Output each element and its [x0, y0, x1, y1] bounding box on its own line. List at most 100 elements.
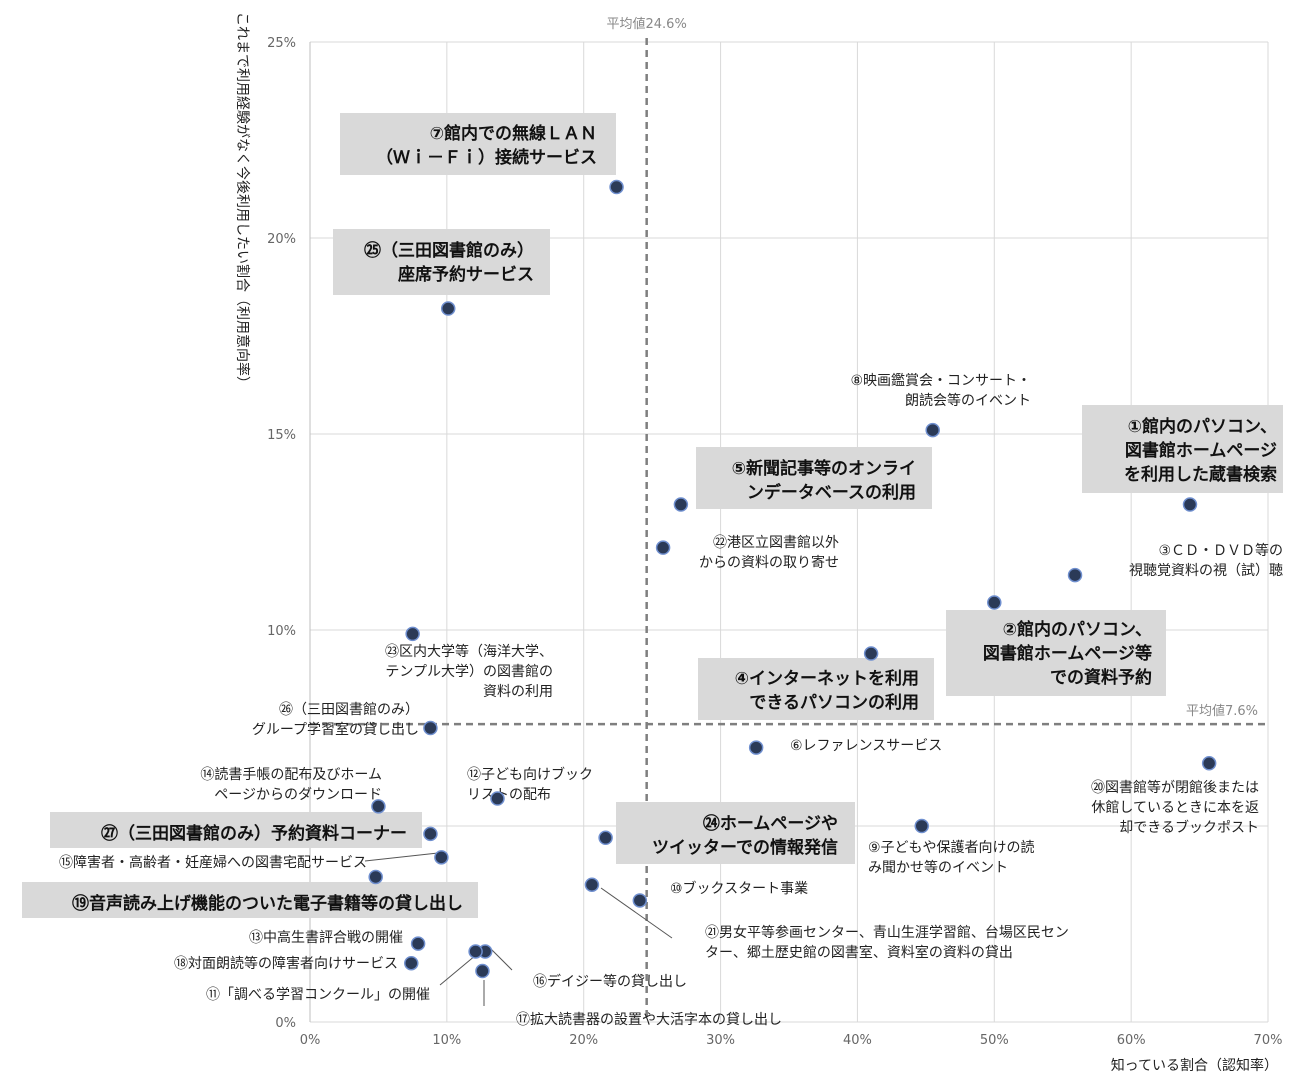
highlight-label-box: [946, 610, 1166, 696]
leader-line: [364, 852, 439, 862]
point-label-line: ⑥レファレンスサービス: [790, 738, 942, 754]
x-tick-label: 0%: [300, 1033, 321, 1048]
data-points: [368, 179, 1217, 979]
highlight-label-box: [22, 882, 478, 918]
data-point: [1201, 756, 1217, 771]
point-label-line: での資料予約: [1050, 667, 1152, 688]
point-label-line: ⑬中高生書評合戦の開催: [249, 929, 403, 946]
leader-lines: [364, 852, 673, 1006]
point-labels: ①館内のパソコン、図書館ホームページを利用した蔵書検索②館内のパソコン、図書館ホ…: [59, 123, 1283, 1028]
leader-line: [600, 887, 673, 939]
point-label-line: ㉕（三田図書館のみ）: [364, 240, 534, 261]
data-point: [371, 799, 386, 814]
data-point: [1067, 567, 1083, 583]
point-label-line: ㉓区内大学等（海洋大学、: [385, 643, 553, 660]
data-point: [632, 893, 648, 908]
point-label: ㉑男女平等参画センター、青山生涯学習館、台場区民センター、郷土歴史館の図書室、資…: [705, 924, 1069, 961]
point-label-line: ⑩ブックスタート事業: [670, 880, 808, 897]
point-label-line: ⑪「調べる学習コンクール」の開催: [206, 987, 430, 1003]
data-point: [423, 826, 438, 842]
point-label-line: ㉑男女平等参画センター、青山生涯学習館、台場区民セン: [705, 924, 1069, 941]
point-label: ⑦館内での無線ＬＡＮ （Ｗｉ－Ｆｉ）接続サービス: [376, 123, 597, 168]
highlight-label-box: [1082, 405, 1283, 493]
data-point: [914, 818, 930, 834]
x-tick-label: 20%: [569, 1033, 598, 1048]
highlight-boxes: [22, 113, 1283, 918]
x-tick-label: 30%: [706, 1033, 735, 1048]
point-label-line: み聞かせ等のイベント: [868, 859, 1008, 876]
point-label: ⑱対面朗読等の障害者向けサービス: [174, 955, 398, 972]
point-label: ⑪「調べる学習コンクール」の開催: [206, 987, 430, 1003]
point-label: ①館内のパソコン、図書館ホームページを利用した蔵書検索: [1124, 416, 1277, 485]
point-label: ⑩ブックスタート事業: [670, 880, 808, 897]
data-point: [368, 869, 383, 885]
point-label: ⑧映画鑑賞会・コンサート・朗読会等のイベント: [850, 372, 1031, 409]
data-point: [584, 877, 600, 893]
point-label-line: ター、郷土歴史館の図書室、資料室の資料の貸出: [705, 944, 1013, 961]
point-label-line: ンデータベースの利用: [747, 482, 916, 503]
point-label: ⑮障害者・高齢者・妊産婦への図書宅配サービス: [59, 854, 367, 871]
data-point: [440, 301, 456, 316]
y-axis-title: これまで利用経験がなく今後利用したい割合（利用意向率）: [234, 12, 251, 390]
point-label: ㉓区内大学等（海洋大学、テンプル大学）の図書館の資料の利用: [385, 643, 553, 700]
point-label: ②館内のパソコン、図書館ホームページ等での資料予約: [983, 619, 1152, 688]
point-label-line: ⑦館内での無線ＬＡＮ: [430, 123, 597, 144]
leader-line: [489, 947, 513, 971]
point-label-line: 図書館ホームページ: [1125, 440, 1277, 461]
point-label: ⑯デイジー等の貸し出し: [533, 973, 687, 990]
point-label-line: ⑤新聞記事等のオンライ: [732, 458, 916, 479]
point-label-line: リストの配布: [467, 787, 551, 803]
point-label: ⑲音声読み上げ機能のついた電子書籍等の貸し出し: [72, 893, 463, 914]
point-label-line: を利用した蔵書検索: [1124, 464, 1277, 485]
data-point: [987, 595, 1002, 610]
highlight-label-box: [333, 229, 550, 295]
point-label-line: 図書館ホームページ等: [983, 643, 1152, 664]
point-label: ③ＣＤ・ＤＶＤ等の視聴覚資料の視（試）聴: [1129, 542, 1283, 579]
point-label-line: ツイッターでの情報発信: [652, 837, 838, 858]
data-point: [475, 963, 490, 979]
point-label-line: ⑳図書館等が閉館後または: [1091, 779, 1259, 796]
highlight-label-box: [616, 802, 855, 864]
point-label-line: ㉖（三田図書館のみ）: [279, 701, 419, 718]
data-point: [468, 944, 483, 959]
point-label: ㉖（三田図書館のみ） グループ学習室の貸し出し: [252, 701, 419, 738]
point-label-line: ③ＣＤ・ＤＶＤ等の: [1158, 542, 1283, 559]
y-tick-label: 0%: [275, 1016, 296, 1031]
point-label-line: ⑧映画鑑賞会・コンサート・: [850, 372, 1031, 389]
data-point: [925, 422, 940, 438]
highlight-label-box: [698, 658, 934, 720]
point-label-line: ㉗（三田図書館のみ）予約資料コーナー: [101, 823, 407, 844]
x-tick-label: 40%: [843, 1033, 872, 1048]
y-tick-label: 20%: [267, 232, 296, 247]
data-point: [655, 540, 671, 555]
leader-line: [439, 954, 477, 986]
data-point: [1182, 497, 1198, 512]
data-point: [673, 497, 689, 512]
x-tick-label: 60%: [1117, 1033, 1146, 1048]
point-label-line: ⑯デイジー等の貸し出し: [533, 973, 687, 990]
highlight-label-box: [340, 113, 616, 175]
point-label: ④インターネットを利用できるパソコンの利用: [735, 668, 919, 713]
point-label-line: ㉔ホームページや: [703, 813, 838, 834]
point-label: ⑭読書手帳の配布及びホームページからのダウンロード: [200, 766, 382, 803]
point-label-line: テンプル大学）の図書館の: [385, 663, 553, 680]
point-label-line: 休館しているときに本を返: [1091, 799, 1259, 816]
x-axis-title: 知っている割合（認知率）: [1111, 1057, 1278, 1074]
point-label: ㉕（三田図書館のみ） 座席予約サービス: [364, 240, 534, 285]
point-label: ㉗（三田図書館のみ）予約資料コーナー: [101, 823, 407, 844]
point-label-line: ②館内のパソコン、: [1003, 619, 1152, 640]
point-label: ⑬中高生書評合戦の開催: [249, 929, 403, 946]
point-label-line: 却できるブックポスト: [1119, 819, 1259, 836]
highlight-label-box: [696, 447, 932, 509]
point-label: ㉒港区立図書館以外からの資料の取り寄せ: [699, 534, 839, 571]
point-label: ⑫子ども向けブックリストの配布: [467, 766, 593, 803]
data-point: [609, 179, 624, 195]
grid: [309, 41, 1269, 1023]
data-point: [423, 720, 438, 736]
average-y-label: 平均値7.6%: [1186, 703, 1258, 719]
data-point: [410, 936, 426, 951]
point-label-line: ⑲音声読み上げ機能のついた電子書籍等の貸し出し: [72, 893, 463, 914]
highlight-label-box: [50, 812, 422, 848]
point-label-line: ⑮障害者・高齢者・妊産婦への図書宅配サービス: [59, 854, 367, 871]
data-point: [405, 626, 420, 642]
